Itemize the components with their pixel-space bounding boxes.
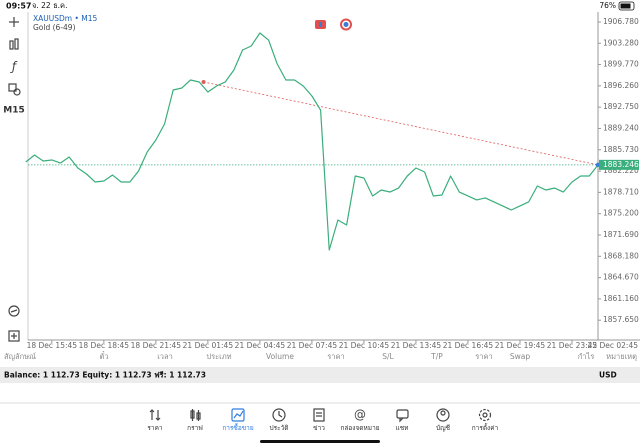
- currency: USD: [599, 371, 617, 380]
- column-header[interactable]: S/L: [382, 352, 394, 361]
- left-toolbar: ƒ M15: [3, 17, 25, 342]
- nav-icon[interactable]: [149, 409, 161, 421]
- column-header[interactable]: Swap: [510, 352, 530, 361]
- column-header[interactable]: เวลา: [157, 352, 173, 361]
- free-label: ฟรี:: [154, 371, 166, 380]
- nav-icon[interactable]: @: [354, 408, 366, 422]
- x-tick-label: 21 Dec 07:45: [287, 341, 338, 350]
- status-date: จ. 22 ธ.ค.: [32, 1, 67, 10]
- x-tick-label: 21 Dec 04:45: [235, 341, 286, 350]
- y-tick-label: 1868.180: [603, 251, 639, 260]
- column-header[interactable]: T/P: [430, 352, 443, 361]
- nav-label-active[interactable]: การซื้อขาย: [222, 423, 253, 432]
- indicators-tool[interactable]: [9, 38, 19, 50]
- x-tick-label: 18 Dec 18:45: [79, 341, 130, 350]
- bottom-nav: @ ราคา กราฟ การซื้อขาย ประวัติ ข่าว กล่อ…: [147, 408, 498, 433]
- trendline-anchor: [201, 79, 206, 84]
- free-value: 1 112.73: [169, 371, 206, 380]
- y-tick-label: 1899.770: [603, 60, 639, 69]
- account-row: [0, 367, 640, 383]
- y-tick-label: 1885.730: [603, 145, 639, 154]
- column-header[interactable]: ตั๋ว: [99, 351, 108, 361]
- nav-label[interactable]: ประวัติ: [270, 424, 289, 432]
- chart-title: XAUUSDm • M15: [33, 14, 98, 23]
- nav-icon-active[interactable]: [231, 408, 245, 422]
- battery-level: [620, 3, 631, 9]
- price-line: [25, 32, 599, 251]
- nav-icon[interactable]: [478, 408, 492, 422]
- nav-icon[interactable]: [436, 408, 450, 422]
- nav-icon[interactable]: [313, 408, 325, 422]
- x-tick-label: 21 Dec 13:45: [391, 341, 442, 350]
- account-summary: Balance: 1 112.73 Equity: 1 112.73 ฟรี: …: [4, 371, 206, 380]
- x-tick-label: 18 Dec 21:45: [131, 341, 182, 350]
- nav-label[interactable]: กล่องจดหมาย: [340, 424, 379, 432]
- x-tick-label: 21 Dec 01:45: [183, 341, 234, 350]
- new-order-tool[interactable]: [8, 330, 20, 342]
- column-header[interactable]: กำไร: [578, 352, 595, 361]
- x-tick-label: 22 Dec 02:45: [588, 341, 639, 350]
- x-tick-label: 21 Dec 19:45: [495, 341, 546, 350]
- nav-icon[interactable]: [190, 409, 201, 421]
- nav-label[interactable]: ราคา: [147, 424, 162, 432]
- equity-label: Equity:: [82, 371, 112, 380]
- chart-buttons: [315, 18, 352, 31]
- equity-value: 1 112.73: [115, 371, 152, 380]
- balance-label: Balance:: [4, 371, 40, 380]
- zoom-tool[interactable]: [8, 305, 20, 317]
- y-tick-label: 1861.160: [603, 294, 639, 303]
- nav-icon[interactable]: [272, 408, 286, 422]
- battery-icon: [618, 1, 635, 11]
- y-tick-label: 1903.280: [603, 38, 639, 47]
- x-tick-label: 18 Dec 15:45: [27, 341, 78, 350]
- x-tick-label: 21 Dec 23:45: [547, 341, 598, 350]
- objects-tool[interactable]: [8, 83, 21, 96]
- home-indicator: [260, 440, 380, 443]
- nav-label[interactable]: แชท: [396, 424, 409, 432]
- y-tick-label: 1889.240: [603, 123, 639, 132]
- status-battery: 76%: [599, 1, 616, 10]
- y-tick-label: 1906.780: [603, 17, 639, 26]
- y-tick-label: 1896.260: [603, 81, 639, 90]
- status-time: 09:57: [6, 2, 31, 11]
- y-tick-label: 1882.220: [603, 166, 639, 175]
- x-tick-label: 21 Dec 16:45: [443, 341, 494, 350]
- current-price-label: 1883.246: [603, 160, 639, 169]
- trendline: [203, 81, 599, 166]
- column-header[interactable]: สัญลักษณ์: [4, 352, 36, 361]
- chart-subtitle: Gold (6-49): [33, 23, 76, 32]
- y-tick-label: 1892.750: [603, 102, 639, 111]
- nav-label[interactable]: กราฟ: [187, 424, 203, 432]
- x-tick-label: 21 Dec 10:45: [339, 341, 390, 350]
- y-tick-label: 1857.650: [603, 315, 639, 324]
- timeframe-button[interactable]: M15: [3, 106, 24, 116]
- column-header[interactable]: Volume: [266, 352, 294, 361]
- y-tick-label: 1864.670: [603, 273, 639, 282]
- function-tool[interactable]: ƒ: [10, 60, 18, 74]
- column-header[interactable]: ราคา: [327, 352, 344, 361]
- column-header[interactable]: ราคา: [475, 352, 492, 361]
- current-price-box: [599, 159, 639, 170]
- nav-label[interactable]: การตั้งค่า: [472, 423, 499, 432]
- y-tick-label: 1871.690: [603, 230, 639, 239]
- quick-button[interactable]: [340, 18, 352, 31]
- crosshair-tool[interactable]: [9, 17, 19, 27]
- y-tick-label: 1875.200: [603, 209, 639, 218]
- nav-label[interactable]: ข่าว: [313, 424, 325, 432]
- column-header[interactable]: หมายเหตุ: [606, 352, 637, 361]
- nav-label[interactable]: บัญชี: [436, 424, 451, 432]
- table-header: สัญลักษณ์ ตั๋ว เวลา ประเภท Volume ราคา S…: [4, 351, 637, 361]
- balance-value: 1 112.73: [43, 371, 80, 380]
- y-tick-label: 1878.710: [603, 187, 639, 196]
- nav-icon[interactable]: [396, 409, 409, 423]
- plot-area: [25, 32, 601, 251]
- column-header[interactable]: ประเภท: [206, 352, 231, 361]
